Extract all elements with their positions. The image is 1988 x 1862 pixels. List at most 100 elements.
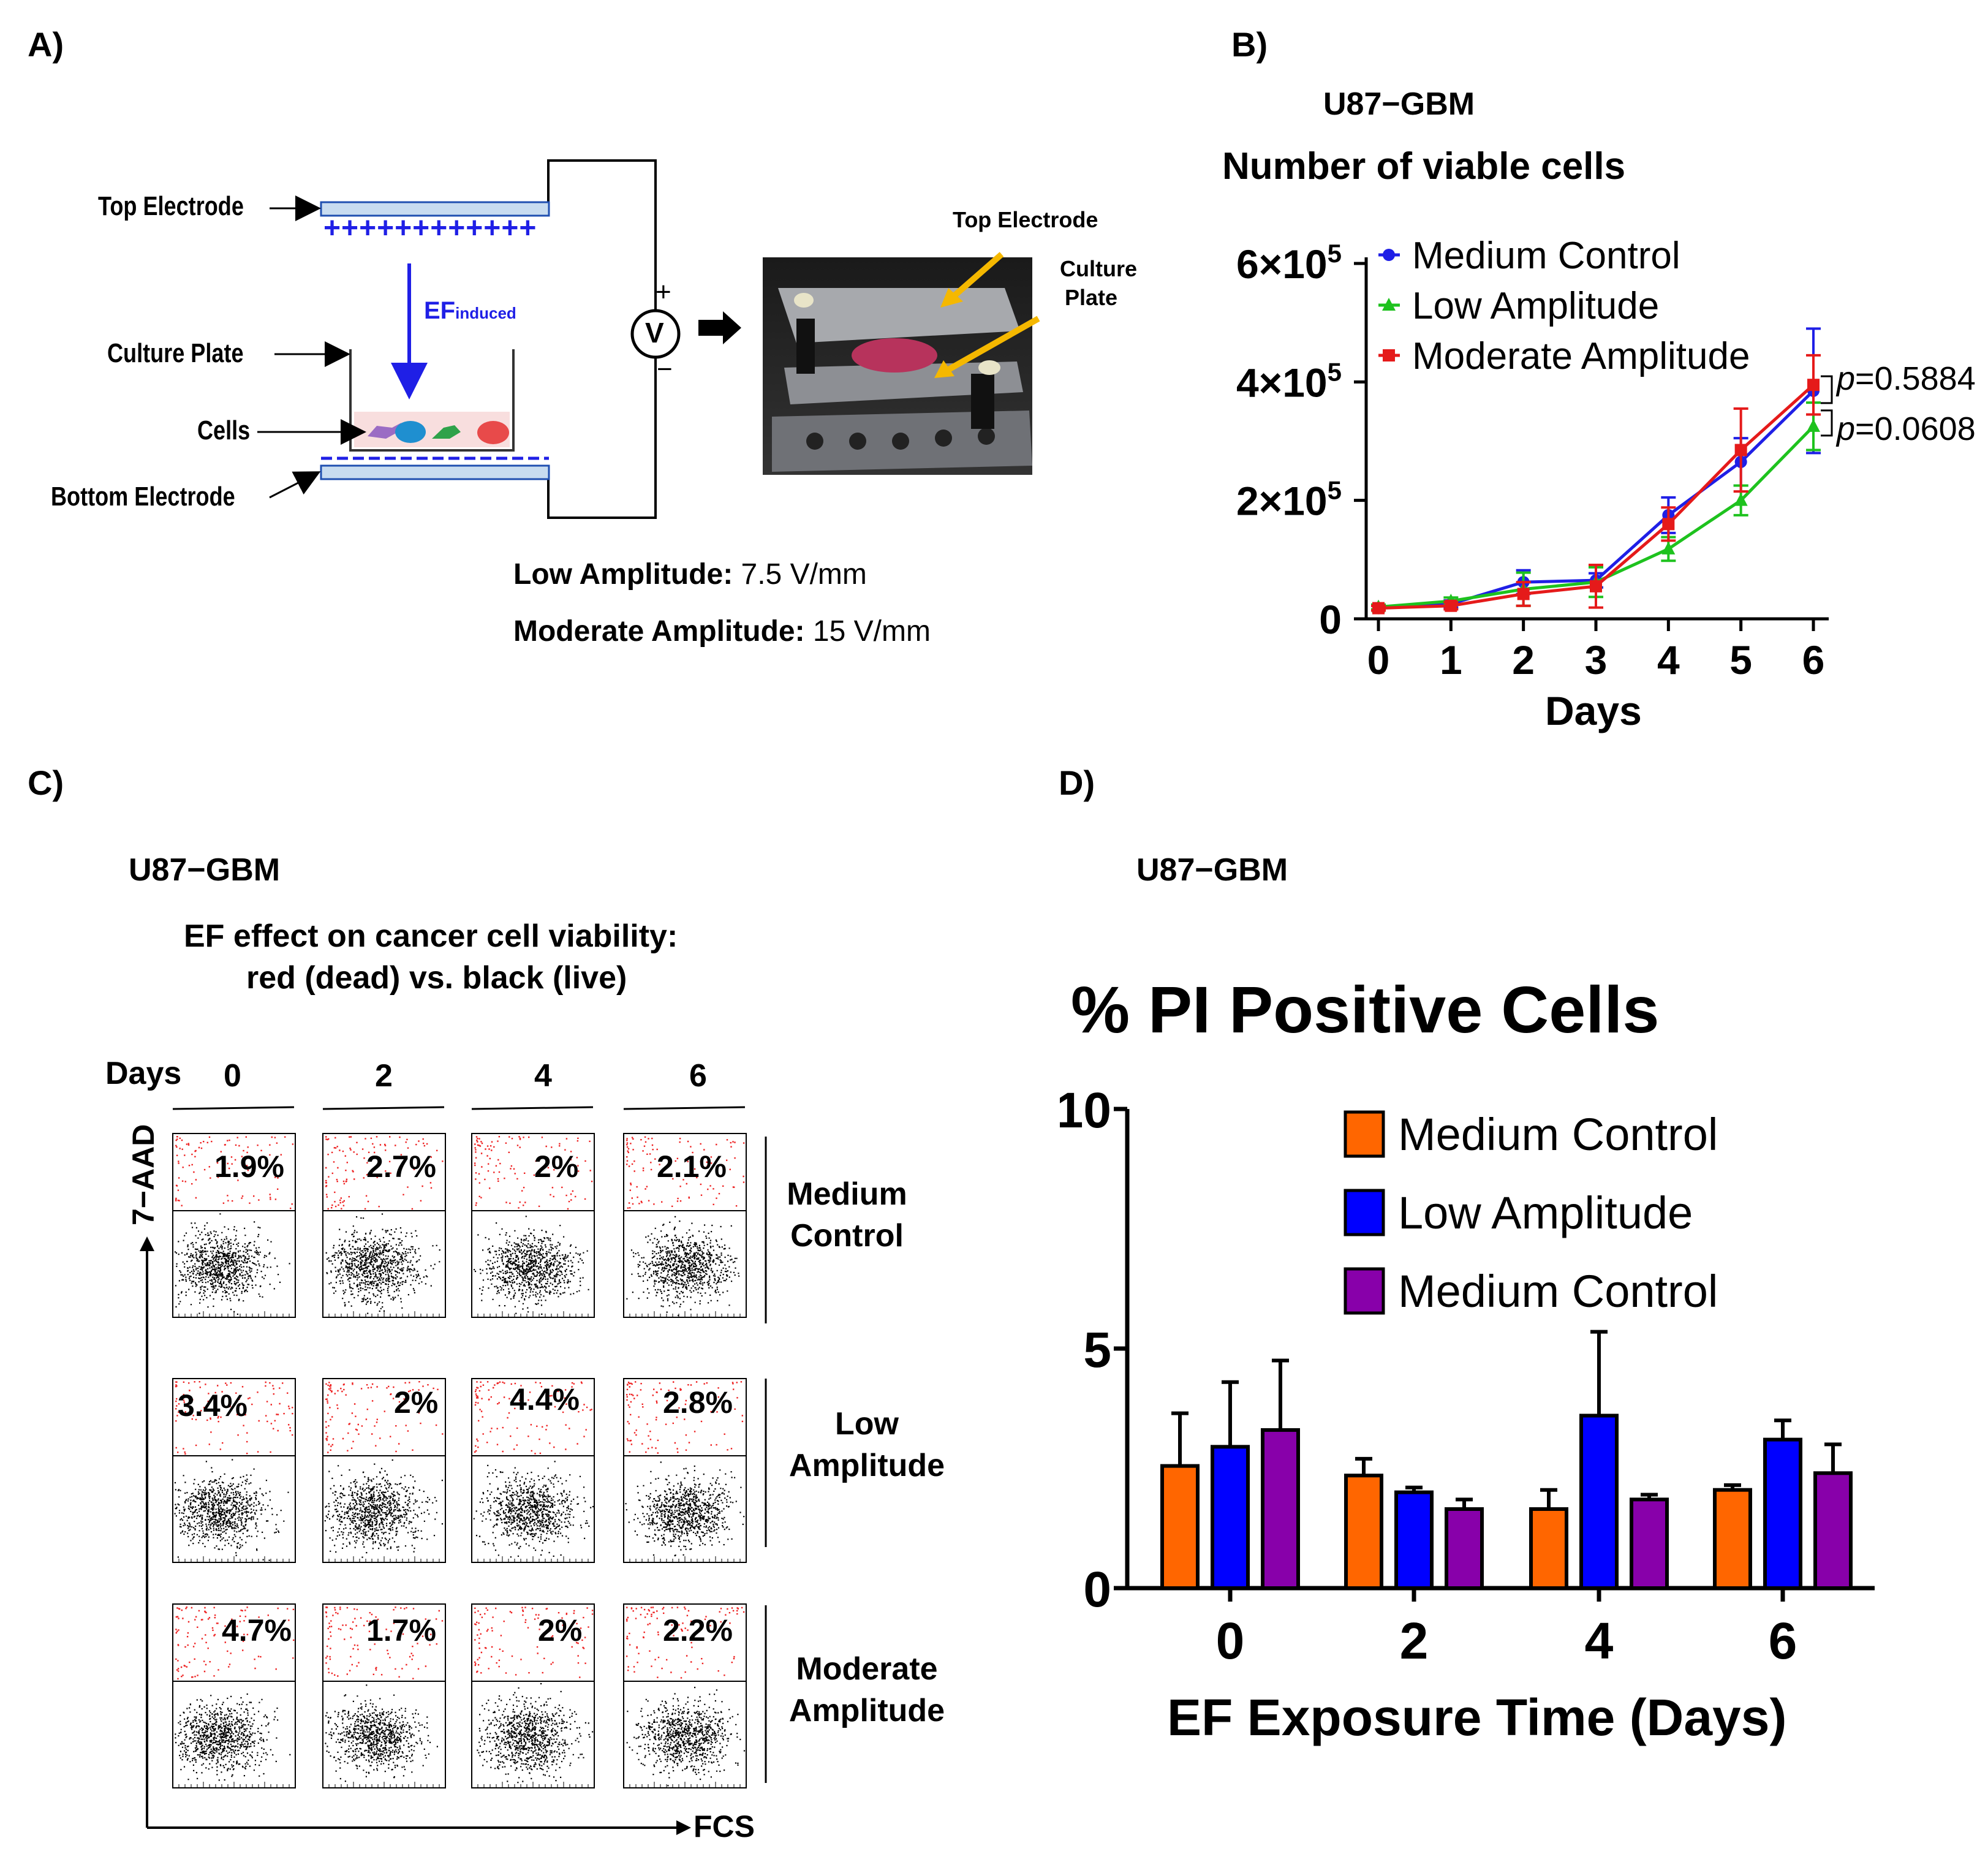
panel-c-title-2: red (dead) vs. black (live) — [246, 960, 627, 996]
legend-swatch — [1344, 1267, 1385, 1315]
panel-b-label: B) — [1231, 25, 1268, 64]
day-header-4: 4 — [534, 1058, 552, 1094]
flow-cytometry-grid — [140, 1106, 767, 1835]
x-tick-label: 0 — [1367, 637, 1390, 683]
bar — [1445, 1507, 1484, 1590]
live-cell-dots — [626, 1216, 740, 1317]
plus-terminal: + — [656, 277, 671, 307]
live-cell-dots — [477, 1682, 594, 1784]
top-electrode-label: Top Electrode — [98, 191, 244, 221]
bar — [1630, 1497, 1669, 1591]
culture-plate-dish — [349, 349, 515, 452]
culture-plate-label: Culture Plate — [107, 338, 244, 368]
plot-frame — [623, 1603, 747, 1788]
dot-plot — [172, 1603, 296, 1788]
data-point — [1734, 444, 1747, 456]
plot-frame — [471, 1133, 595, 1318]
pct-r3-d4: 2% — [538, 1613, 583, 1648]
bar — [1344, 1474, 1383, 1590]
legend-label: Medium Control — [1398, 1109, 1718, 1160]
plot-frame — [471, 1378, 595, 1563]
p-value-annotation: p=0.5884 — [1835, 360, 1976, 397]
data-point — [1372, 602, 1385, 615]
bar — [1813, 1471, 1853, 1590]
data-point — [1661, 541, 1676, 554]
live-cell-dots — [174, 1459, 289, 1561]
live-cell-dots — [626, 1687, 746, 1787]
bar — [1529, 1507, 1568, 1590]
low-amplitude-line: Low Amplitude: 7.5 V/mm — [513, 558, 867, 591]
bar — [1579, 1414, 1619, 1590]
legend-label: Medium Control — [1398, 1266, 1718, 1317]
dot-plot — [623, 1378, 747, 1563]
live-cell-dots — [325, 1213, 440, 1314]
day-header-6: 6 — [689, 1058, 707, 1094]
pct-r1-d0: 1.9% — [214, 1149, 284, 1184]
cells-label: Cells — [197, 415, 251, 445]
y-tick-label: 0 — [1319, 597, 1342, 642]
line-chart-title: Number of viable cells — [1222, 145, 1626, 187]
data-point — [1807, 418, 1820, 432]
x-tick-label: 4 — [1585, 1612, 1614, 1670]
pct-r3-d2: 1.7% — [366, 1613, 436, 1648]
y-tick-label: 2×105 — [1236, 476, 1342, 524]
dot-plot — [172, 1378, 296, 1563]
bar-chart-title: % PI Positive Cells — [1071, 972, 1660, 1046]
legend-label: Low Amplitude — [1398, 1187, 1693, 1238]
pct-r3-d6: 2.2% — [663, 1613, 733, 1648]
panel-a-label: A) — [28, 25, 64, 64]
y-tick-label: 6×105 — [1236, 239, 1342, 287]
plot-frame — [322, 1378, 446, 1563]
dead-cell-dots — [325, 1607, 444, 1679]
photo-culture-label-2: Plate — [1065, 285, 1118, 310]
legend-swatch — [1344, 1189, 1385, 1236]
live-cell-dots — [324, 1459, 444, 1558]
live-cell-dots — [325, 1684, 438, 1782]
data-point — [1734, 493, 1748, 506]
bar-chart-xlabel: EF Exposure Time (Days) — [1167, 1689, 1787, 1746]
y-tick-label: 10 — [1060, 1083, 1111, 1138]
cell-purple — [368, 423, 401, 439]
moderate-amplitude-line: Moderate Amplitude: 15 V/mm — [513, 615, 931, 648]
legend-label: Moderate Amplitude — [1412, 335, 1750, 377]
dead-cell-dots — [474, 1607, 594, 1678]
panel-a-diagram — [257, 159, 1040, 519]
y-tick-label: 0 — [1083, 1562, 1111, 1618]
dot-plot — [623, 1603, 747, 1788]
data-point — [1445, 599, 1457, 612]
series-moderate-amplitude — [1371, 354, 1821, 615]
line-chart: 0 2×105 4×105 6×105 0 1 2 3 4 5 6 Medium Control Low… — [1236, 235, 1976, 683]
cell-green — [432, 425, 461, 439]
bottom-electrode-bar — [320, 464, 550, 480]
live-cell-dots — [174, 1213, 290, 1315]
bar — [1713, 1488, 1752, 1590]
day-header-line — [322, 1106, 445, 1110]
plot-frame — [322, 1133, 446, 1318]
x-tick-label: 1 — [1440, 637, 1462, 683]
bottom-electrode-label: Bottom Electrode — [51, 482, 235, 512]
day-header-2: 2 — [375, 1058, 393, 1094]
day-header-line — [471, 1106, 594, 1110]
dot-plot — [322, 1133, 446, 1318]
ef-induced-label: EFinduced — [424, 297, 516, 324]
live-cell-dots — [473, 1461, 594, 1558]
pct-r2-d6: 2.8% — [663, 1385, 733, 1420]
panel-c-label: C) — [28, 763, 64, 802]
panel-d-label: D) — [1059, 763, 1095, 802]
row-label-medium-control: Medium Control — [787, 1176, 907, 1254]
live-cell-dots — [625, 1461, 745, 1557]
panel-d-cell-line: U87−GBM — [1136, 852, 1288, 888]
panel-b-cell-line: U87−GBM — [1323, 86, 1475, 122]
pct-r1-d2: 2.7% — [366, 1149, 436, 1184]
dot-plot — [322, 1603, 446, 1788]
pct-r3-d0: 4.7% — [222, 1613, 292, 1648]
data-point — [1517, 588, 1530, 600]
voltmeter-circle — [630, 309, 681, 359]
y-tick-label: 5 — [1083, 1322, 1111, 1378]
y-axis-7aad: 7−AAD — [126, 1124, 161, 1225]
pct-r1-d4: 2% — [534, 1149, 579, 1184]
dot-plot — [322, 1378, 446, 1563]
voltmeter-symbol: V — [645, 317, 664, 349]
x-axis-arrowhead — [676, 1820, 691, 1835]
